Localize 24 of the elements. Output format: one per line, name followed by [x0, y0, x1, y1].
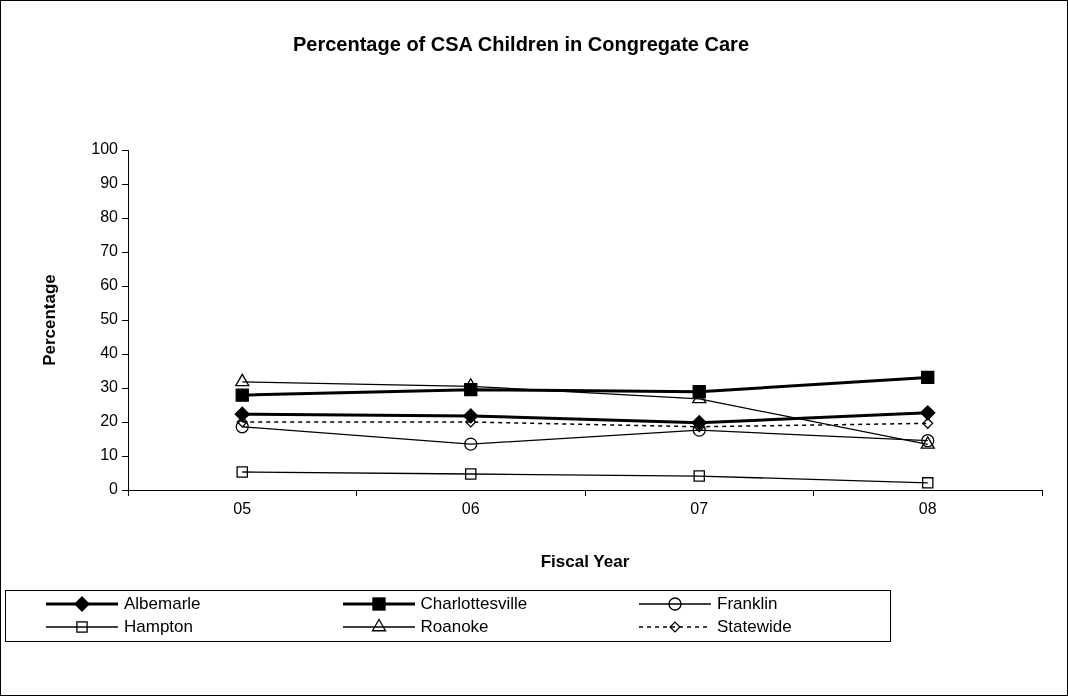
legend-label: Franklin — [717, 594, 778, 614]
x-tick-label: 08 — [918, 500, 937, 518]
y-tick-label: 80 — [100, 208, 119, 226]
x-axis-title: Fiscal Year — [540, 552, 630, 572]
chart-title: Percentage of CSA Children in Congregate Care — [292, 32, 750, 55]
y-tick-label: 30 — [100, 378, 119, 396]
y-tick-label: 10 — [100, 446, 119, 464]
y-tick-label: 50 — [100, 310, 119, 328]
y-tick-label: 0 — [109, 480, 119, 498]
legend-label: Statewide — [717, 617, 792, 637]
legend-label: Charlottesville — [420, 594, 528, 614]
x-tick-label: 07 — [690, 500, 709, 518]
y-tick-label: 20 — [100, 412, 119, 430]
y-tick-label: 100 — [91, 140, 119, 158]
x-tick-label: 06 — [461, 500, 480, 518]
y-tick-label: 90 — [100, 174, 119, 192]
legend-label: Roanoke — [420, 617, 489, 637]
y-tick-label: 70 — [100, 242, 119, 260]
legend-label: Albemarle — [124, 594, 201, 614]
x-tick-label: 05 — [233, 500, 252, 518]
legend-label: Hampton — [124, 617, 193, 637]
y-tick-label: 60 — [100, 276, 119, 294]
y-axis-title: Percentage — [39, 274, 59, 366]
y-tick-label: 40 — [100, 344, 119, 362]
